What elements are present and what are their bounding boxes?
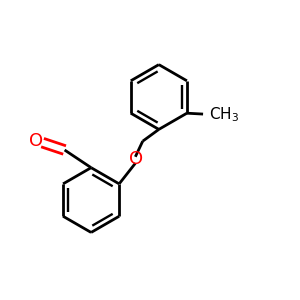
Text: O: O [129, 150, 143, 168]
Text: CH$_3$: CH$_3$ [209, 105, 239, 124]
Text: O: O [29, 132, 43, 150]
